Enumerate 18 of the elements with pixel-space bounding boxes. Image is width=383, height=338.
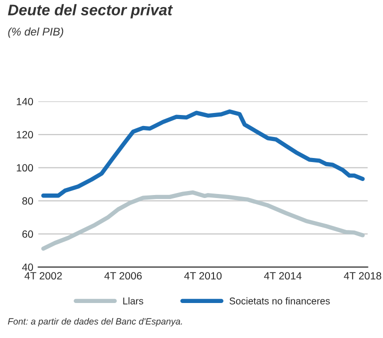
x-tick-label: 4T 2006 (104, 272, 142, 280)
chart-title: Deute del sector privat (8, 4, 173, 18)
x-tick-label: 4T 2010 (184, 272, 222, 280)
chart-subtitle: (% del PIB) (8, 27, 64, 38)
x-tick-label: 4T 2014 (264, 272, 302, 280)
y-tick-label: 120 (16, 131, 34, 138)
legend-label: Llars (123, 297, 144, 304)
legend-label: Societats no financeres (230, 297, 330, 304)
line-series (41, 109, 365, 198)
y-tick-label: 100 (16, 164, 34, 172)
y-tick-label: 40 (22, 264, 34, 271)
text: Font: a partir de dades del Banc d'Espanya. (8, 318, 182, 326)
y-tick-label: 80 (22, 197, 34, 205)
y-tick-label: 60 (22, 230, 34, 238)
x-tick-label: 4T 2018 (344, 272, 382, 280)
line-series (41, 190, 365, 251)
y-tick-label: 140 (16, 98, 34, 106)
x-tick-label: 4T 2002 (24, 272, 62, 280)
